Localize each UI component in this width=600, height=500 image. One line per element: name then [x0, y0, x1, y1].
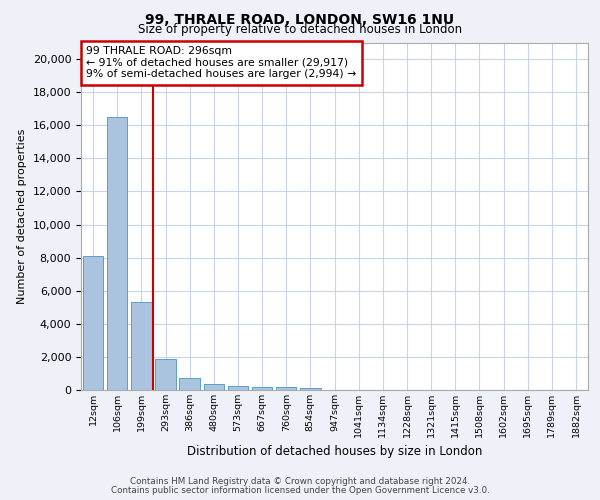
X-axis label: Distribution of detached houses by size in London: Distribution of detached houses by size …	[187, 446, 482, 458]
Y-axis label: Number of detached properties: Number of detached properties	[17, 128, 27, 304]
Text: Contains HM Land Registry data © Crown copyright and database right 2024.: Contains HM Land Registry data © Crown c…	[130, 477, 470, 486]
Bar	[252, 386, 272, 390]
Bar	[83, 256, 103, 390]
Bar	[107, 117, 127, 390]
Text: Contains public sector information licensed under the Open Government Licence v3: Contains public sector information licen…	[110, 486, 490, 495]
Text: Size of property relative to detached houses in London: Size of property relative to detached ho…	[138, 22, 462, 36]
Bar	[131, 302, 152, 390]
Text: 99 THRALE ROAD: 296sqm
← 91% of detached houses are smaller (29,917)
9% of semi-: 99 THRALE ROAD: 296sqm ← 91% of detached…	[86, 46, 356, 79]
Bar	[179, 378, 200, 390]
Text: 99, THRALE ROAD, LONDON, SW16 1NU: 99, THRALE ROAD, LONDON, SW16 1NU	[145, 12, 455, 26]
Bar	[300, 388, 320, 390]
Bar	[203, 384, 224, 390]
Bar	[155, 360, 176, 390]
Bar	[276, 387, 296, 390]
Bar	[227, 386, 248, 390]
